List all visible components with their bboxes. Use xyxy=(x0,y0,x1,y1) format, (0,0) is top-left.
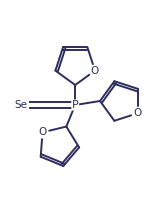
Text: O: O xyxy=(91,66,99,76)
Text: O: O xyxy=(38,127,47,137)
Text: Se: Se xyxy=(14,100,27,110)
Text: O: O xyxy=(133,108,142,118)
Text: P: P xyxy=(72,100,79,110)
